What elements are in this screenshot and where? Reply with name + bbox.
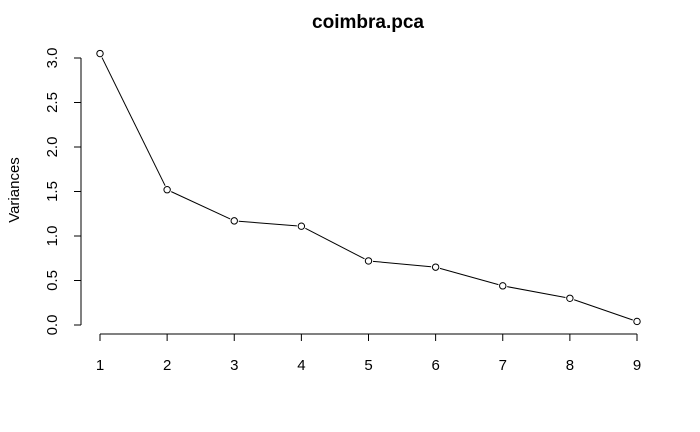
x-tick-label: 3 [230, 357, 238, 374]
x-tick-label: 4 [297, 357, 305, 374]
series-line-segment [305, 227, 365, 260]
series-line-segment [170, 191, 231, 220]
series-line-segment [439, 267, 499, 286]
data-point [230, 217, 238, 225]
series-line-segment [507, 286, 566, 298]
series-line [96, 49, 641, 326]
data-point [431, 263, 440, 271]
data-point [566, 294, 574, 302]
y-axis: 0.0 0.5 1.0 1.5 2.0 2.5 3.0 [44, 48, 82, 336]
y-tick-label: 3.0 [44, 48, 61, 69]
y-tick-label: 0.0 [44, 315, 61, 336]
data-point [297, 222, 306, 230]
x-tick-label: 8 [566, 357, 574, 374]
x-tick-label: 6 [431, 357, 439, 374]
series-line-segment [101, 57, 166, 186]
x-axis: 1 2 3 4 5 6 7 8 9 [96, 333, 641, 374]
y-tick-label: 1.5 [44, 181, 61, 202]
data-point [364, 257, 373, 265]
data-point [96, 49, 104, 58]
series-line-segment [372, 260, 432, 268]
y-tick-label: 2.0 [44, 137, 61, 158]
chart-title: coimbra.pca [312, 12, 424, 33]
data-point [163, 186, 171, 194]
data-point [633, 317, 641, 326]
x-tick-label: 1 [96, 357, 104, 374]
y-tick-label: 1.0 [44, 226, 61, 247]
series-line-segment [238, 220, 297, 227]
y-tick-label: 0.5 [44, 270, 61, 291]
x-tick-label: 9 [633, 357, 641, 374]
x-tick-label: 2 [163, 357, 171, 374]
data-point [499, 282, 507, 290]
x-tick-label: 7 [499, 357, 507, 374]
series-line-segment [573, 299, 633, 321]
y-tick-label: 2.5 [44, 92, 61, 113]
y-axis-label: Variances [6, 157, 23, 223]
x-tick-label: 5 [364, 357, 372, 374]
